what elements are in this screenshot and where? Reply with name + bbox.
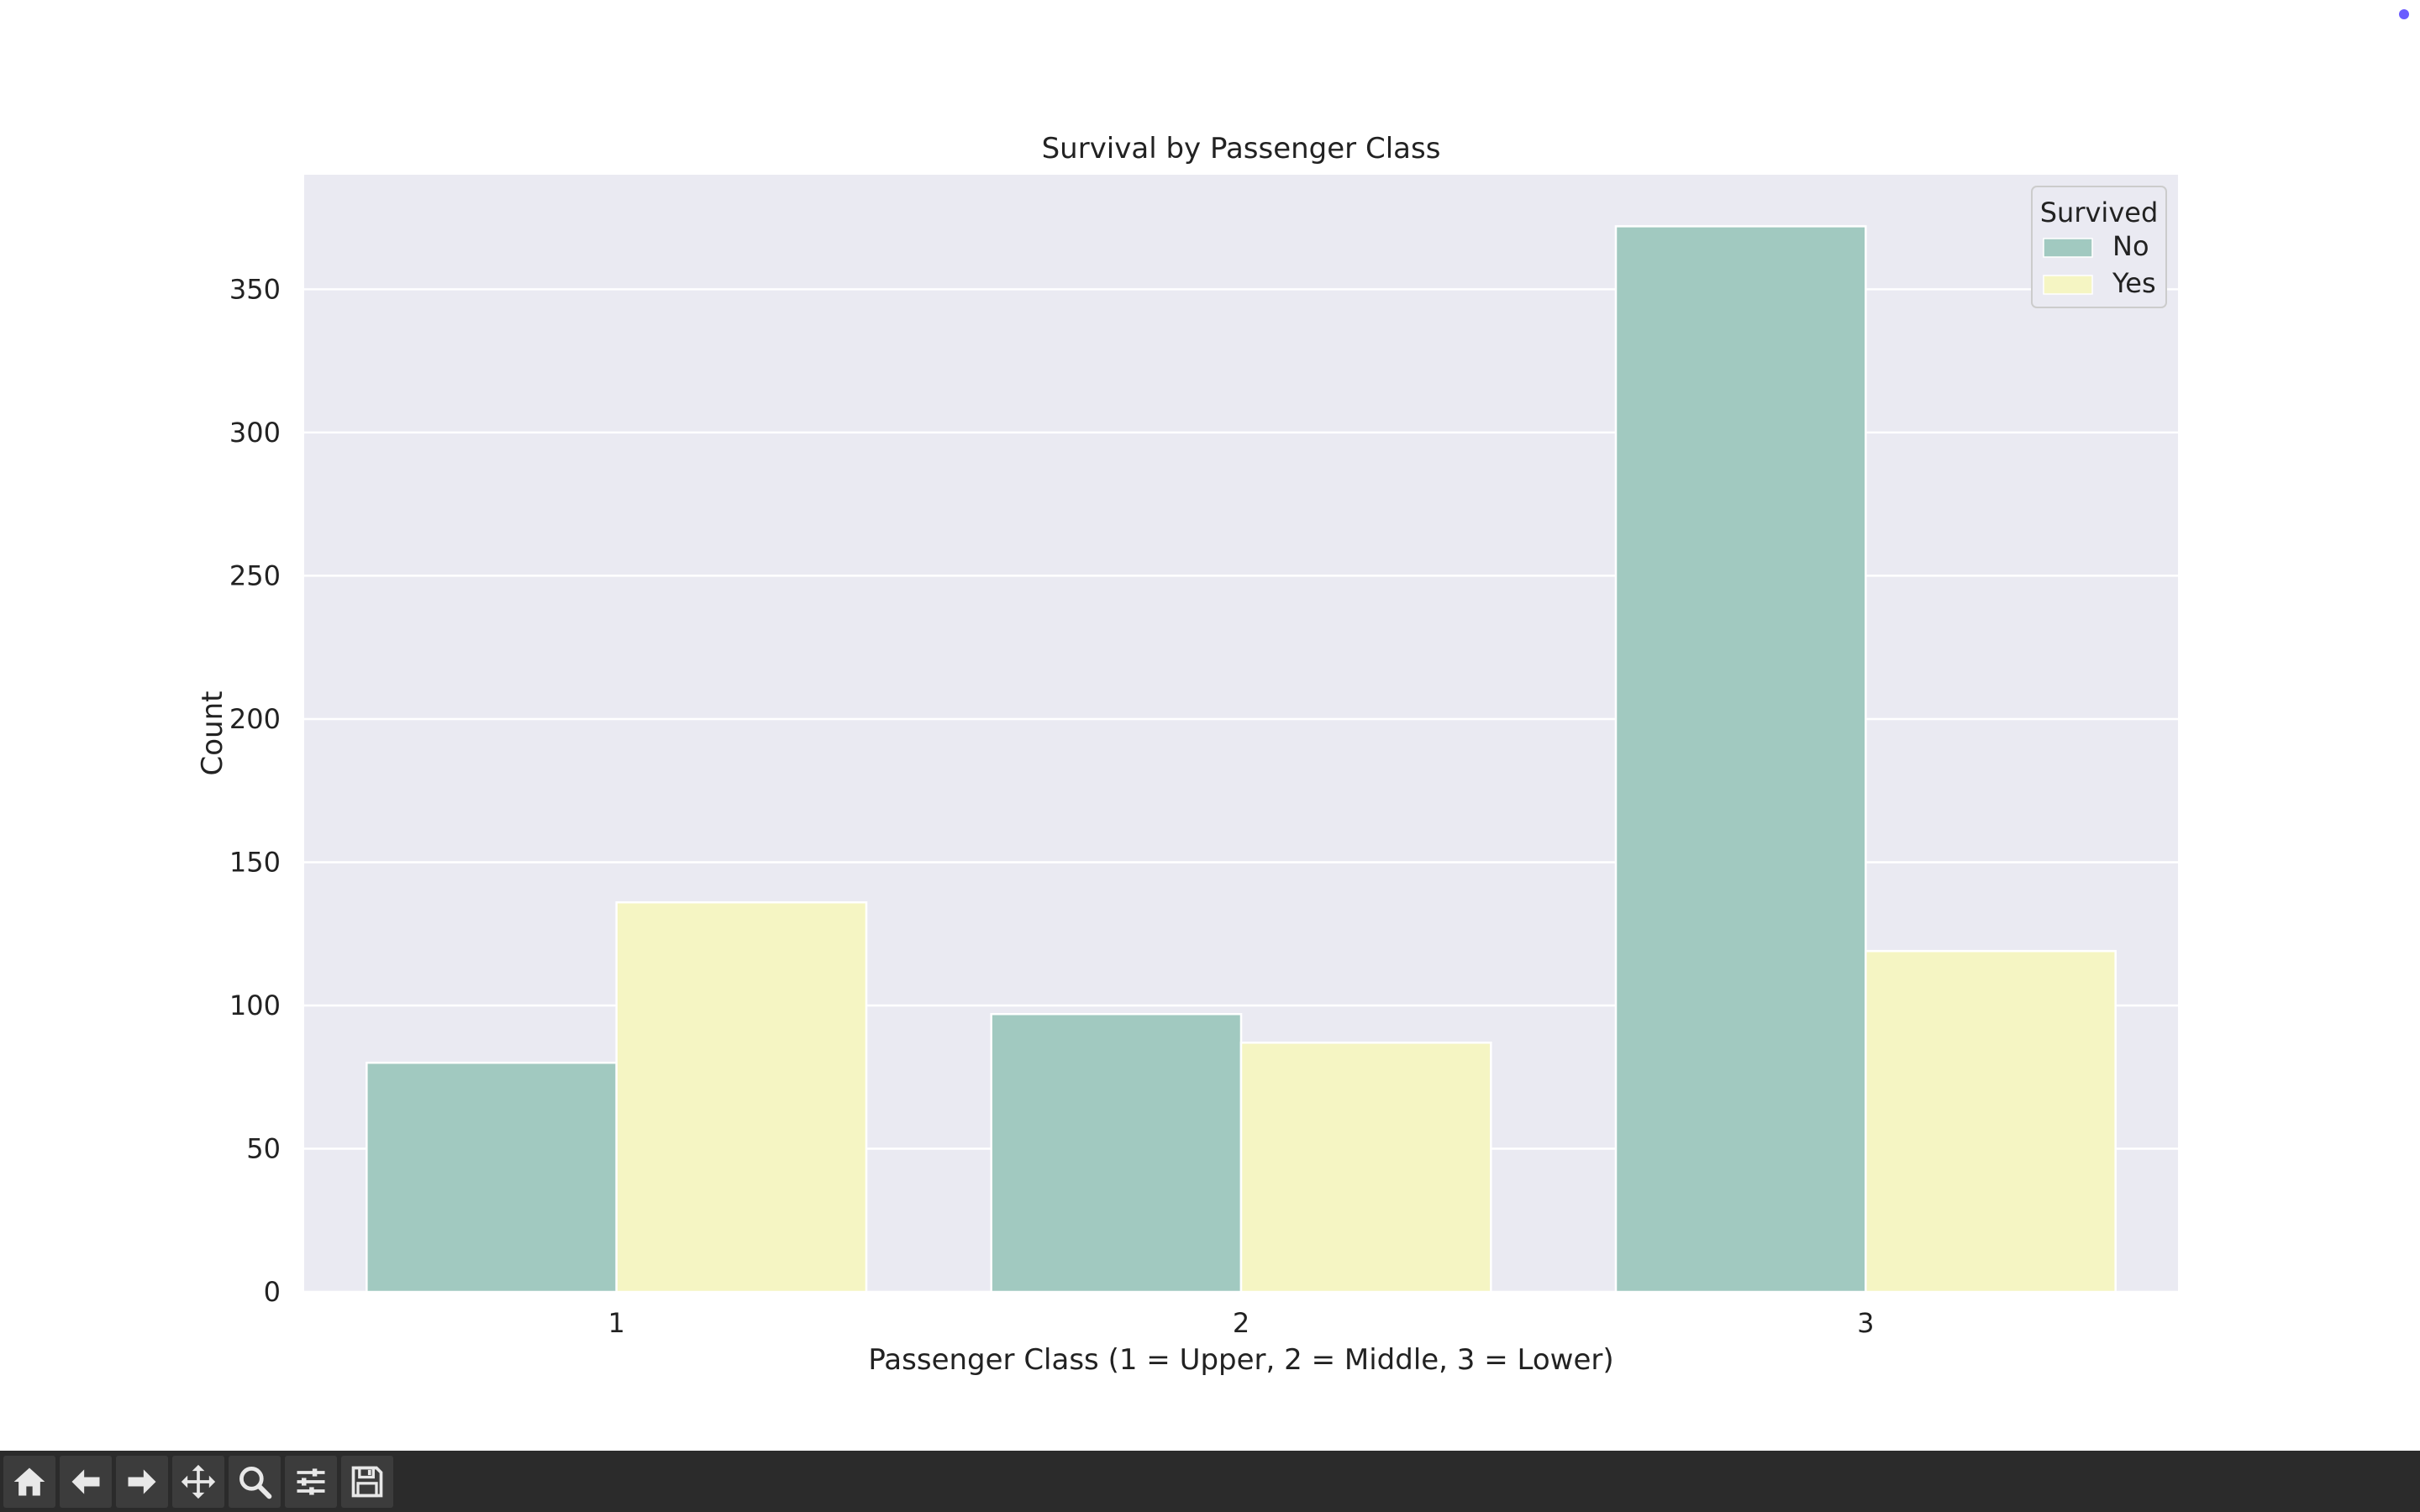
bar-yes-class-2 <box>1239 1042 1492 1294</box>
bar-yes-class-3 <box>1865 949 2117 1294</box>
y-tick-label: 150 <box>229 846 281 878</box>
y-tick-label: 300 <box>229 417 281 449</box>
bar-yes-class-1 <box>615 900 868 1294</box>
back-button[interactable] <box>60 1455 112 1508</box>
save-button[interactable] <box>341 1455 393 1508</box>
arrow-right-icon <box>128 1468 156 1494</box>
y-tick-label: 100 <box>229 990 281 1021</box>
sliders-icon <box>297 1467 325 1495</box>
magnifier-icon <box>239 1466 272 1499</box>
x-axis-label: Passenger Class (1 = Upper, 2 = Middle, … <box>868 1343 1613 1377</box>
bar-chart: 0 50 100 150 200 250 300 350 1 2 3 Survival by Pass… <box>196 132 2178 1377</box>
legend-swatch-no <box>2043 238 2093 258</box>
x-tick-label: 3 <box>1857 1307 1874 1339</box>
figure-canvas: 0 50 100 150 200 250 300 350 1 2 3 Survival by Pass… <box>196 132 2178 1377</box>
x-tick-label: 2 <box>1233 1307 1249 1339</box>
arrow-left-icon <box>71 1468 100 1494</box>
pan-button[interactable] <box>172 1455 224 1508</box>
move-icon <box>181 1464 216 1499</box>
home-icon <box>13 1467 45 1495</box>
y-tick-label: 0 <box>264 1276 281 1308</box>
floppy-disk-icon <box>351 1466 383 1497</box>
configure-subplots-button[interactable] <box>285 1455 337 1508</box>
bar-no-class-1 <box>366 1061 618 1294</box>
status-indicator <box>2399 9 2409 19</box>
forward-button[interactable] <box>116 1455 168 1508</box>
home-button[interactable] <box>3 1455 55 1508</box>
x-tick-label: 1 <box>608 1307 624 1339</box>
legend-label-no: No <box>2112 230 2149 262</box>
y-tick-label: 350 <box>229 273 281 305</box>
legend-title: Survived <box>2040 197 2159 228</box>
bar-no-class-2 <box>990 1012 1243 1294</box>
y-axis-label: Count <box>196 691 229 776</box>
y-tick-label: 200 <box>229 703 281 735</box>
legend-swatch-yes <box>2043 275 2093 295</box>
y-tick-label: 250 <box>229 559 281 591</box>
navigation-toolbar <box>0 1451 2420 1512</box>
zoom-button[interactable] <box>229 1455 281 1508</box>
y-tick-label: 50 <box>246 1132 281 1164</box>
legend-label-yes: Yes <box>2112 267 2156 299</box>
bar-no-class-3 <box>1614 225 1867 1294</box>
chart-title: Survival by Passenger Class <box>1042 132 1441 165</box>
